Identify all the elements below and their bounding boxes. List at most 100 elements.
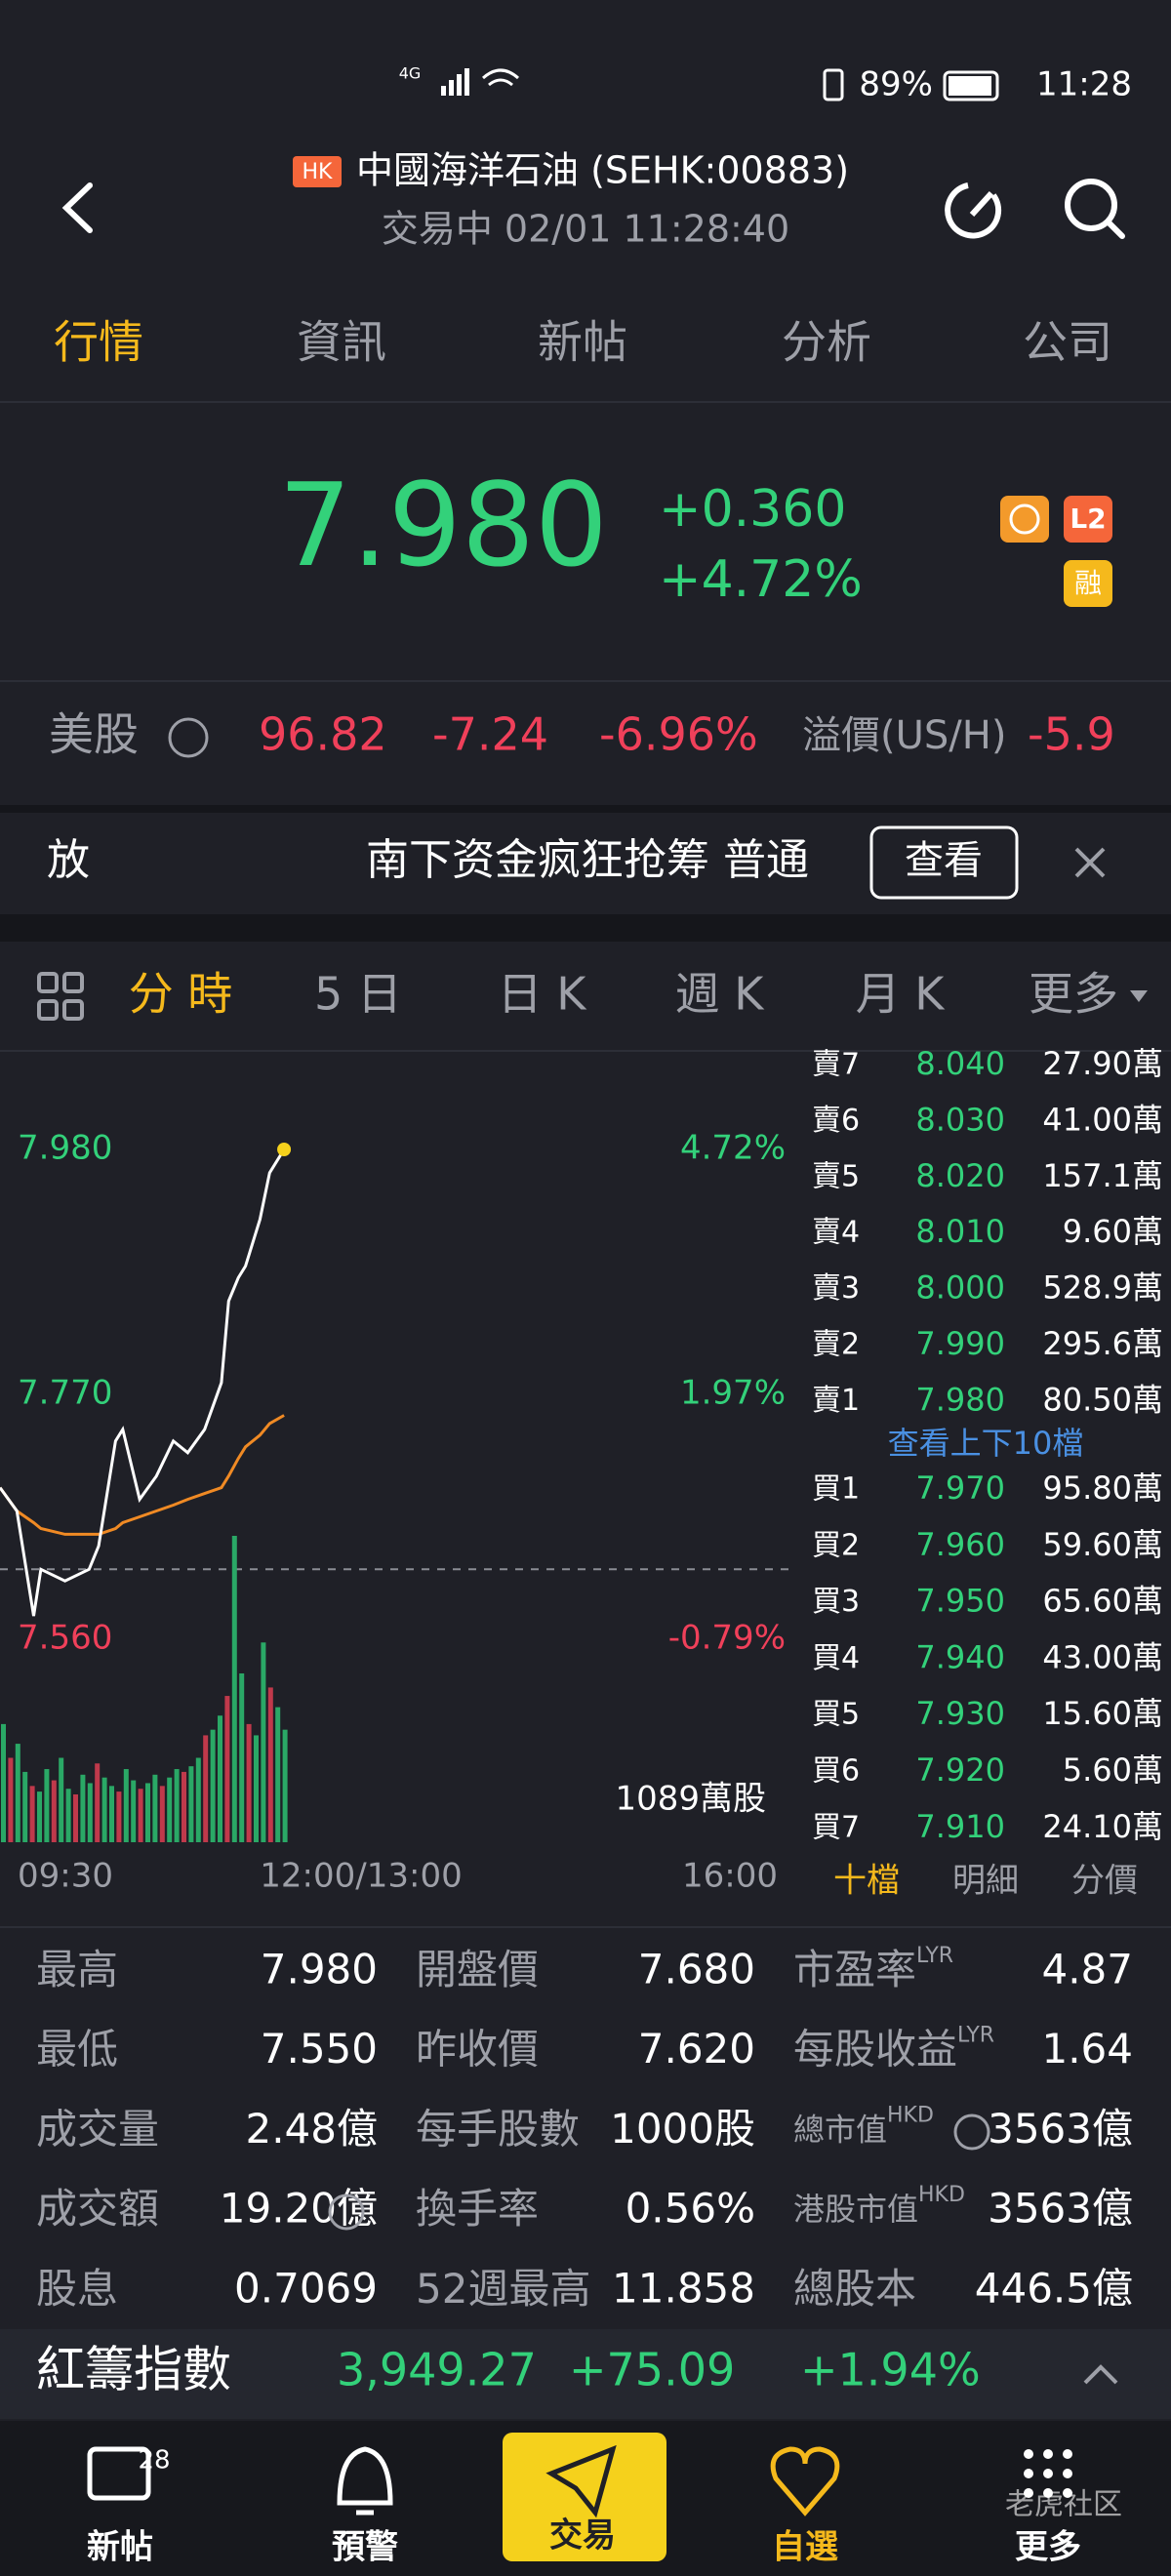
stat-value: 3563億 (988, 2105, 1133, 2153)
tab[interactable]: 公司 (1023, 316, 1112, 369)
volume-bar (275, 1707, 281, 1842)
tab[interactable]: 分析 (782, 316, 871, 369)
index-bar-bg (0, 2329, 1171, 2419)
order-price: 8.000 (915, 1269, 1005, 1307)
stat-label-text: 換手率 (416, 2185, 539, 2233)
price-axis-label: 7.770 (18, 1374, 112, 1413)
stat-label-text: 成交量 (36, 2105, 159, 2153)
grid-icon[interactable] (37, 972, 84, 1021)
volume-bar (224, 1696, 230, 1842)
nav-label[interactable]: 交易 (549, 2516, 616, 2556)
index-change: +75.09 (569, 2344, 735, 2396)
signal-icon (441, 68, 469, 96)
volume-bar (44, 1769, 50, 1842)
view-button[interactable] (869, 825, 1019, 900)
stat-label: 總股本 (793, 2264, 916, 2312)
refresh-button[interactable] (945, 182, 1002, 239)
volume-bar (80, 1774, 86, 1842)
info-icon[interactable] (953, 2113, 990, 2151)
volume-bar (29, 1786, 35, 1842)
watermark: 老虎社区 (1005, 2488, 1122, 2522)
chart-tab[interactable]: 週 K (675, 968, 766, 1021)
tab[interactable]: 行情 (54, 316, 143, 369)
stat-value: 7.550 (261, 2025, 378, 2073)
dropdown-icon (1130, 990, 1148, 1002)
order-volume: 5.60萬 (1063, 1751, 1163, 1789)
nav-label[interactable]: 更多 (1015, 2528, 1081, 2567)
back-button[interactable] (61, 182, 93, 233)
order-volume: 80.50萬 (1042, 1381, 1163, 1418)
stat-label: 開盤價 (416, 1946, 539, 1993)
order-level: 賣5 (812, 1159, 860, 1193)
order-price: 8.030 (915, 1101, 1005, 1138)
volume-bar (167, 1777, 173, 1842)
volume-bar (159, 1786, 165, 1842)
order-volume: 43.00萬 (1042, 1638, 1163, 1675)
stat-label-sup: LYR (916, 1944, 953, 1968)
volume-bar (37, 1791, 42, 1842)
nav-label[interactable]: 自選 (772, 2528, 838, 2567)
index-name: 紅籌指數 (36, 2342, 231, 2398)
volume-bar (282, 1729, 288, 1842)
us-label: 美股 (49, 708, 139, 761)
order-level: 賣6 (812, 1104, 860, 1138)
stat-label: 昨收價 (416, 2025, 539, 2073)
stat-label-text: 港股市值 (793, 2191, 918, 2228)
tab[interactable]: 新帖 (538, 316, 627, 369)
order-book-tab[interactable]: 十檔 (833, 1862, 900, 1901)
us-change: -7.24 (432, 708, 548, 761)
stat-value: 1000股 (610, 2105, 755, 2153)
stat-label: 股息 (36, 2264, 118, 2312)
chart-tab[interactable]: 日 K (498, 968, 588, 1021)
volume-bar (174, 1769, 180, 1842)
stat-label-text: 52週最高 (416, 2264, 590, 2312)
info-icon[interactable] (168, 717, 209, 758)
last-price: 7.980 (278, 458, 608, 592)
info-icon[interactable] (328, 2194, 365, 2231)
stat-value: 0.7069 (234, 2264, 378, 2312)
order-price: 7.980 (915, 1381, 1005, 1418)
price-change: +0.360 (659, 480, 846, 539)
order-book-tab[interactable]: 明細 (952, 1862, 1019, 1901)
stat-label: 最高 (36, 1946, 118, 1993)
chart-tab[interactable]: 5 日 (314, 968, 402, 1021)
chart-tab[interactable]: 分 時 (129, 968, 233, 1021)
expand-button[interactable] (1083, 2364, 1118, 2385)
nav-label[interactable]: 新帖 (87, 2528, 153, 2567)
volume-bar (87, 1783, 93, 1842)
volume-bar (15, 1744, 20, 1842)
vibrate-icon (823, 68, 844, 101)
tab[interactable]: 資訊 (297, 316, 386, 369)
chart-tab[interactable]: 更多 (1029, 968, 1118, 1021)
wifi-icon (482, 68, 519, 87)
news-headline: 南下资金疯狂抢筹 普通 (366, 835, 809, 885)
nav-label[interactable]: 預警 (332, 2528, 398, 2567)
stat-label-text: 昨收價 (416, 2025, 539, 2073)
news-tag: 放 (47, 835, 90, 885)
price-axis-label: 7.560 (18, 1619, 112, 1658)
order-price: 8.010 (915, 1213, 1005, 1250)
order-book-tab[interactable]: 分價 (1071, 1862, 1138, 1901)
trade-icon (545, 2444, 617, 2518)
alert-icon[interactable] (337, 2446, 393, 2516)
price-line (0, 1148, 286, 1617)
premium-value: -5.9 (1028, 708, 1115, 761)
volume-bar (22, 1771, 28, 1842)
watchlist-icon[interactable] (770, 2446, 840, 2516)
search-button[interactable] (1065, 179, 1117, 231)
more-icon[interactable] (1024, 2449, 1072, 2498)
chart-tab[interactable]: 月 K (856, 968, 947, 1021)
premium-label: 溢價(US/H) (802, 713, 1006, 758)
badge-icon (1009, 503, 1040, 535)
order-book-link[interactable]: 查看上下10檔 (888, 1425, 1084, 1462)
stat-value: 1.64 (1041, 2025, 1133, 2073)
order-level: 賣2 (812, 1328, 860, 1362)
badge-l2-label: L2 (1070, 503, 1106, 535)
badge-margin (1064, 560, 1112, 607)
stat-label-text: 股息 (36, 2264, 118, 2312)
posts-icon[interactable] (87, 2446, 151, 2501)
order-level: 買4 (812, 1641, 860, 1675)
close-button[interactable] (1074, 847, 1106, 878)
market-badge-label: HK (303, 160, 334, 184)
